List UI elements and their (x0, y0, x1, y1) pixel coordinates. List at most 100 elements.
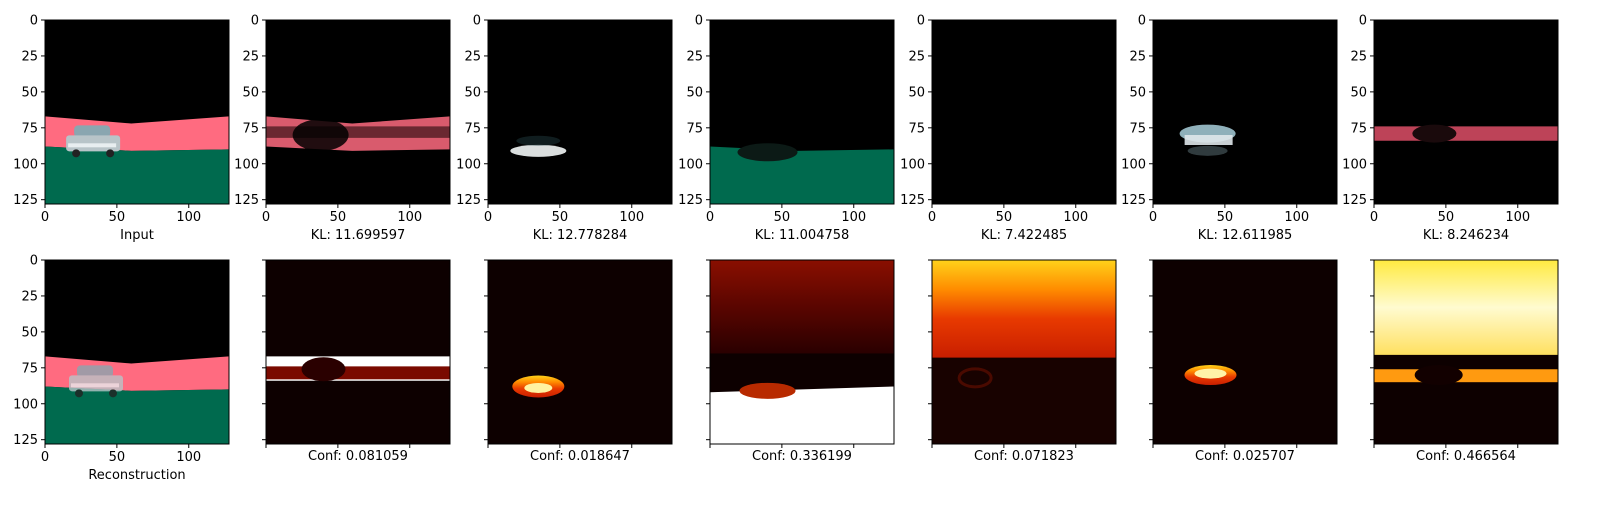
car-edge (739, 382, 796, 399)
panel-caption: Conf: 0.018647 (530, 449, 630, 464)
y-tick-label: 0 (695, 14, 703, 29)
car-shadow (301, 357, 346, 382)
car-body (1184, 135, 1233, 145)
axes-frame (709, 19, 895, 205)
y-tick-label: 25 (686, 49, 703, 64)
y-tick-label: 75 (464, 121, 481, 136)
road-stripe (266, 126, 450, 138)
x-tick-label: 100 (841, 210, 866, 225)
y-tick-label: 75 (242, 121, 259, 136)
y-tick-label: 75 (21, 361, 38, 376)
y-tick-label: 125 (13, 193, 38, 208)
y-tick-label: 25 (464, 49, 481, 64)
ground-area (45, 386, 229, 444)
y-tick-label: 75 (686, 121, 703, 136)
axes-frame (1373, 19, 1559, 205)
car-shadow (292, 119, 349, 151)
y-tick-label: 0 (473, 14, 481, 29)
y-tick-label: 25 (21, 289, 38, 304)
y-tick-label: 75 (21, 121, 38, 136)
y-tick-label: 0 (30, 14, 38, 29)
y-tick-label: 125 (456, 193, 481, 208)
confidence-peak (1194, 368, 1227, 379)
axes-frame (265, 259, 451, 445)
y-tick-label: 50 (1129, 85, 1146, 100)
y-tick-label: 25 (242, 49, 259, 64)
image-background (266, 20, 450, 204)
y-tick-label: 0 (251, 14, 259, 29)
x-tick-label: 100 (176, 210, 201, 225)
y-tick-label: 75 (1129, 121, 1146, 136)
axes-frame (709, 259, 895, 445)
panel-bottom-6: Conf: 0.025707 (1149, 259, 1338, 464)
x-tick-label: 0 (484, 210, 492, 225)
panel-bottom-7: Conf: 0.466564 (1370, 259, 1559, 464)
y-tick-label: 0 (30, 254, 38, 269)
x-tick-label: 0 (1149, 210, 1157, 225)
car-lower (1187, 145, 1228, 156)
y-tick-label: 0 (917, 14, 925, 29)
car-shape (69, 365, 123, 398)
image-background (932, 20, 1116, 204)
y-tick-label: 50 (21, 325, 38, 340)
x-tick-label: 50 (1217, 210, 1234, 225)
image-background (488, 20, 672, 204)
axes-frame (1152, 19, 1338, 205)
y-tick-label: 100 (1121, 157, 1146, 172)
x-tick-label: 50 (774, 210, 791, 225)
y-tick-label: 50 (1350, 85, 1367, 100)
panel-caption: Reconstruction (88, 468, 185, 483)
y-tick-label: 125 (900, 193, 925, 208)
y-tick-label: 0 (1138, 14, 1146, 29)
panel-top-1: 0 50 100 0 25 50 75 100 125 Input (13, 14, 230, 243)
x-tick-label: 100 (176, 450, 201, 465)
panel-caption: KL: 11.004758 (755, 228, 850, 243)
panel-top-4: 0 50 100 0 25 50 75 100 125 KL: 11.004758 (678, 14, 895, 243)
y-tick-label: 50 (686, 85, 703, 100)
panel-bottom-2: Conf: 0.081059 (262, 259, 451, 464)
y-tick-label: 100 (234, 157, 259, 172)
panel-top-6: 0 50 100 0 25 50 75 100 125 KL: 12.611985 (1121, 14, 1338, 243)
x-tick-label: 0 (928, 210, 936, 225)
image-background (1153, 20, 1337, 204)
ground-area (710, 146, 894, 204)
x-tick-label: 50 (330, 210, 347, 225)
y-tick-label: 125 (13, 433, 38, 448)
x-tick-label: 50 (1438, 210, 1455, 225)
car-shadow (1412, 124, 1457, 143)
car-bottom (510, 144, 567, 157)
panel-caption: Conf: 0.466564 (1416, 449, 1516, 464)
panel-caption: KL: 11.699597 (311, 228, 406, 243)
confidence-peak (524, 382, 553, 393)
panel-caption: Conf: 0.336199 (752, 449, 852, 464)
car-shadow (737, 143, 798, 162)
y-tick-label: 50 (21, 85, 38, 100)
road-band (1374, 126, 1558, 141)
x-tick-label: 50 (109, 450, 126, 465)
y-tick-label: 50 (908, 85, 925, 100)
x-tick-label: 0 (1370, 210, 1378, 225)
y-tick-label: 50 (242, 85, 259, 100)
panel-caption: Conf: 0.071823 (974, 449, 1074, 464)
y-tick-label: 125 (234, 193, 259, 208)
y-tick-label: 75 (1350, 121, 1367, 136)
x-tick-label: 0 (262, 210, 270, 225)
panel-top-5: 0 50 100 0 25 50 75 100 125 KL: 7.422485 (900, 14, 1117, 243)
axes-frame (487, 19, 673, 205)
x-tick-label: 100 (619, 210, 644, 225)
confidence-sky (932, 260, 1116, 358)
x-tick-label: 100 (1063, 210, 1088, 225)
x-tick-label: 100 (1505, 210, 1530, 225)
panel-top-3: 0 50 100 0 25 50 75 100 125 KL: 12.778284 (456, 14, 673, 243)
panel-caption: KL: 8.246234 (1423, 228, 1509, 243)
axes-frame (487, 259, 673, 445)
image-background (1153, 260, 1337, 444)
y-tick-label: 50 (464, 85, 481, 100)
axes-frame (1373, 259, 1559, 445)
x-tick-label: 0 (41, 450, 49, 465)
x-tick-label: 0 (706, 210, 714, 225)
y-tick-label: 100 (678, 157, 703, 172)
y-tick-label: 25 (21, 49, 38, 64)
axes-frame (44, 259, 230, 445)
